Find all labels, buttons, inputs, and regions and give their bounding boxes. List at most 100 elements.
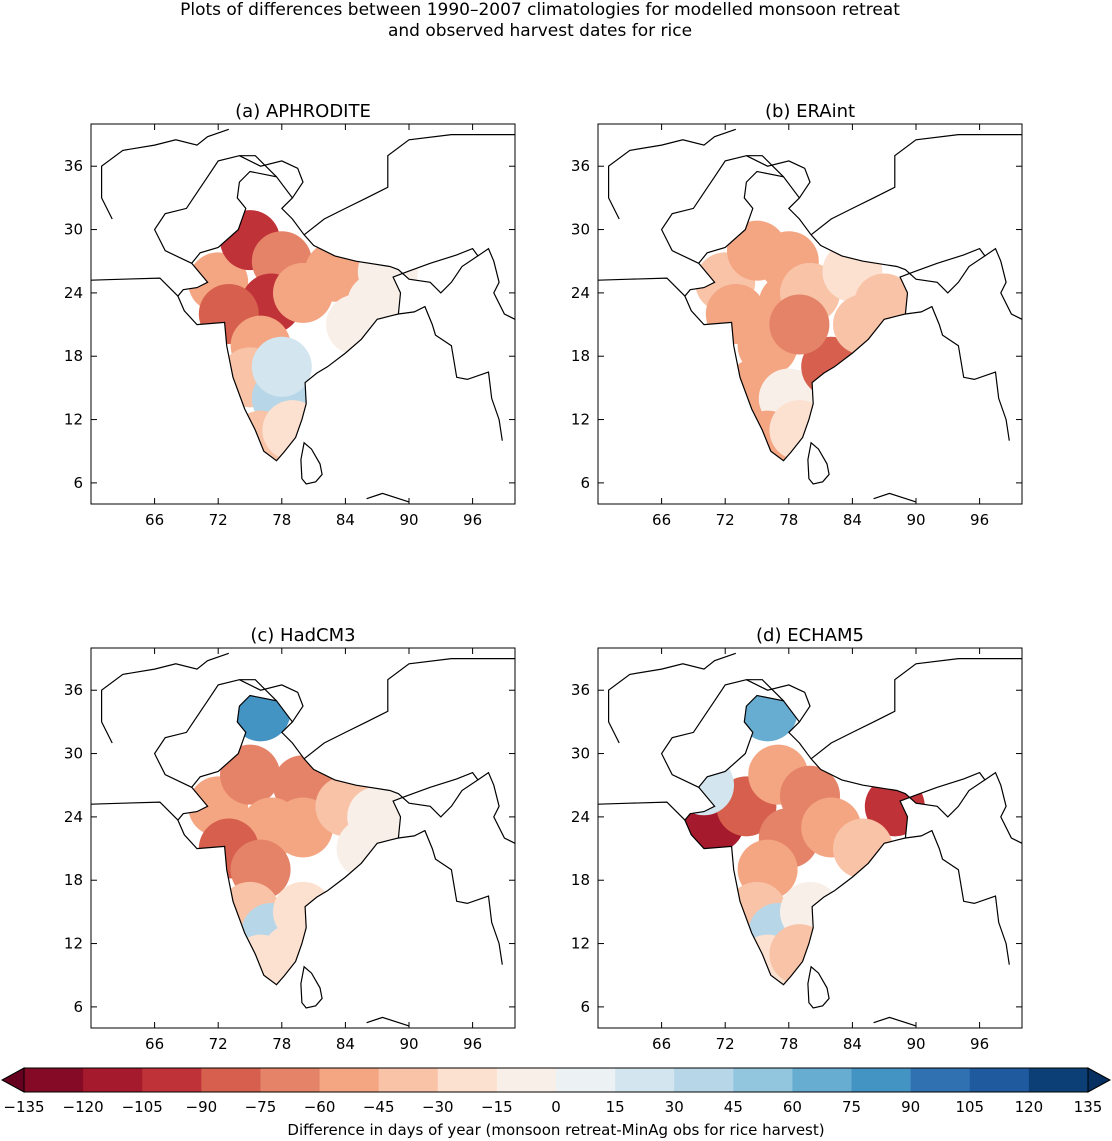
boundary-line — [607, 652, 736, 744]
field-patch — [854, 273, 915, 334]
y-tick-label: 24 — [64, 808, 83, 826]
x-tick-label: 84 — [336, 511, 355, 529]
colorbar-tick-label: −135 — [3, 1098, 44, 1116]
field-patch — [262, 924, 323, 985]
x-tick-label: 96 — [970, 511, 989, 529]
colorbar-bin — [910, 1068, 971, 1092]
srilanka-border — [807, 441, 830, 485]
y-tick-label: 24 — [64, 284, 83, 302]
colorbar-bin — [437, 1068, 498, 1092]
boundary-line — [660, 679, 784, 788]
y-tick-label: 36 — [64, 681, 83, 699]
y-tick-label: 6 — [73, 474, 83, 492]
srilanka-border — [300, 965, 323, 1009]
field-patch — [347, 786, 408, 847]
x-tick-label: 66 — [145, 1035, 164, 1053]
boundary-line — [100, 128, 229, 220]
boundary-line — [597, 277, 686, 297]
boundary-line — [905, 829, 1010, 965]
y-tick-label: 30 — [571, 745, 590, 763]
boundary-line — [873, 492, 917, 503]
y-tick-label: 6 — [73, 998, 83, 1016]
colorbar-tick-label: −120 — [63, 1098, 104, 1116]
boundary-line — [303, 134, 515, 236]
boundary-line — [366, 1016, 410, 1027]
title-line-2: and observed harvest dates for rice — [387, 21, 693, 41]
colorbar-extend-high — [1087, 1067, 1112, 1093]
field-patch — [251, 336, 312, 397]
x-tick-label: 78 — [272, 511, 291, 529]
difference-field — [177, 171, 478, 461]
india-border — [177, 694, 479, 986]
y-tick-label: 36 — [571, 681, 590, 699]
colorbar-bin — [142, 1068, 202, 1092]
axes-frame — [597, 647, 1023, 1029]
colorbar-bin — [792, 1068, 853, 1092]
y-tick-label: 18 — [64, 871, 83, 889]
colorbar-tick-label: −30 — [422, 1098, 454, 1116]
axes-frame — [90, 123, 516, 505]
boundary-line — [477, 771, 516, 844]
india-border — [177, 170, 479, 462]
boundary-line — [746, 679, 811, 723]
y-tick-label: 30 — [64, 745, 83, 763]
colorbar-bin — [674, 1068, 734, 1092]
colorbar-tick-label: −105 — [122, 1098, 163, 1116]
boundary-line — [398, 829, 503, 965]
colorbar-tick-label: 120 — [1015, 1098, 1044, 1116]
x-tick-label: 96 — [970, 1035, 989, 1053]
x-tick-label: 66 — [145, 511, 164, 529]
field-patch — [769, 294, 830, 355]
y-tick-label: 18 — [571, 347, 590, 365]
srilanka-border — [807, 965, 830, 1009]
x-tick-label: 72 — [716, 1035, 735, 1053]
colorbar-bin — [851, 1068, 912, 1092]
boundary-line — [398, 305, 503, 441]
boundary-line — [100, 652, 229, 744]
map-panel: (b) ERAint 66 72 78 84 90 96 6 12 18 24 30 36 — [571, 101, 1023, 529]
y-tick-label: 12 — [571, 935, 590, 953]
x-tick-label: 84 — [843, 511, 862, 529]
x-tick-label: 96 — [463, 1035, 482, 1053]
y-tick-label: 18 — [64, 347, 83, 365]
boundary-line — [597, 801, 686, 821]
colorbar-tick-label: 90 — [901, 1098, 920, 1116]
x-tick-label: 78 — [272, 1035, 291, 1053]
difference-field — [684, 171, 985, 461]
colorbar-bin — [556, 1068, 616, 1092]
colorbar-extend-low — [0, 1067, 25, 1093]
x-tick-label: 84 — [336, 1035, 355, 1053]
title-line-1: Plots of differences between 1990–2007 c… — [180, 0, 900, 20]
y-tick-label: 12 — [64, 935, 83, 953]
boundary-line — [873, 1016, 917, 1027]
colorbar-tick-label: 15 — [606, 1098, 625, 1116]
boundary-line — [90, 801, 179, 821]
panel-title: (a) APHRODITE — [235, 101, 371, 122]
colorbar-bin — [24, 1068, 84, 1092]
boundary-line — [366, 492, 410, 503]
figure-title: Plots of differences between 1990–2007 c… — [0, 0, 1080, 42]
y-tick-label: 30 — [64, 221, 83, 239]
axes-frame — [597, 123, 1023, 505]
x-tick-label: 90 — [399, 1035, 418, 1053]
boundary-line — [660, 155, 784, 264]
y-tick-label: 36 — [64, 157, 83, 175]
boundary-line — [746, 155, 811, 199]
colorbar-bin — [378, 1068, 439, 1092]
y-tick-label: 24 — [571, 284, 590, 302]
axes-frame — [90, 647, 516, 1029]
colorbar-tick-label: −15 — [481, 1098, 513, 1116]
colorbar-tick-label: 0 — [551, 1098, 561, 1116]
boundary-line — [303, 657, 515, 760]
boundary-line — [239, 679, 304, 723]
difference-field — [177, 695, 478, 985]
field-patch — [262, 400, 323, 461]
colorbar-tick-label: 60 — [783, 1098, 802, 1116]
x-tick-label: 72 — [716, 511, 735, 529]
colorbar-bin — [260, 1068, 321, 1092]
boundary-line — [810, 134, 1022, 236]
x-tick-label: 66 — [652, 1035, 671, 1053]
colorbar-bin — [201, 1068, 261, 1092]
boundary-line — [90, 277, 179, 297]
